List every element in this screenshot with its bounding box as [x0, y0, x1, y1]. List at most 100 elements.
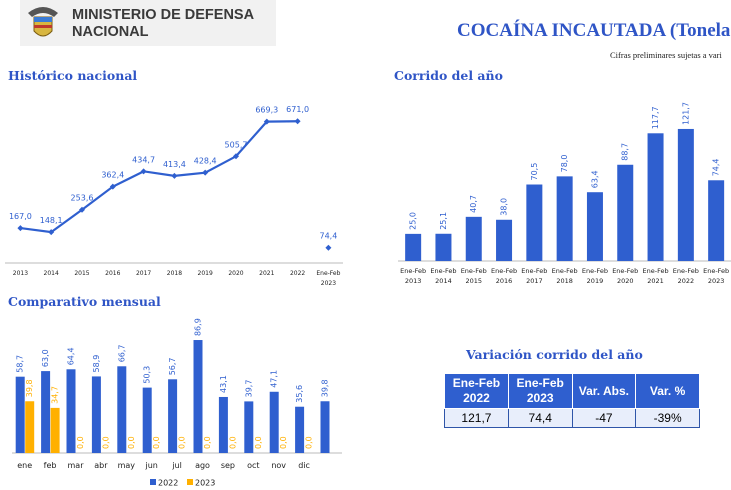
historic-data-point: [202, 169, 209, 176]
value-2023: 74,4: [507, 408, 573, 428]
legend-label-2022: 2022: [158, 479, 178, 488]
monthly-data-label-2022: 43,1: [219, 375, 228, 393]
monthly-bar-2022: [269, 391, 279, 453]
historic-x-tick-label: 2016: [105, 270, 120, 277]
ytd-x-tick-label: Ene-Feb: [643, 267, 669, 275]
monthly-data-label-2022: 39,7: [244, 380, 253, 398]
value-var-abs: -47: [571, 408, 637, 428]
ytd-x-tick-label: 2014: [435, 277, 452, 285]
monthly-data-label-2022: 86,9: [194, 318, 203, 336]
monthly-x-tick-label: may: [118, 461, 136, 470]
ytd-x-tick-label: Ene-Feb: [521, 267, 547, 275]
monthly-bar-2022: [320, 401, 330, 453]
ytd-data-label: 74,4: [712, 158, 721, 176]
monthly-x-tick-label: dic: [298, 461, 310, 470]
historic-x-tick-label: 2017: [136, 270, 151, 277]
ytd-bar: [496, 219, 513, 261]
ministry-header: [20, 0, 276, 46]
historic-data-point: [171, 172, 178, 179]
monthly-bar-2022: [295, 406, 305, 453]
monthly-data-label-2023: 0,0: [228, 436, 237, 449]
monthly-data-label-2022: 35,6: [295, 385, 304, 403]
monthly-data-label-2022: 58,7: [16, 355, 25, 373]
ytd-x-tick-label: 2020: [617, 277, 634, 285]
ytd-x-tick-label: Ene-Feb: [703, 267, 729, 275]
historic-data-point: [109, 183, 116, 190]
historic-data-label: 253,6: [71, 194, 94, 203]
ytd-bar: [435, 233, 452, 261]
monthly-x-tick-label: mar: [68, 461, 85, 470]
monthly-x-tick-label: nov: [271, 461, 286, 470]
header-var-pct: Var. %: [635, 373, 700, 409]
historic-data-label: 74,4: [319, 232, 337, 241]
page-title: COCAÍNA INCAUTADA (Toneladas: [457, 20, 731, 41]
ytd-data-label: 25,0: [409, 212, 418, 230]
ytd-data-label: 117,7: [651, 106, 660, 129]
coat-of-arms-logo: [28, 7, 58, 37]
ytd-x-tick-label: Ene-Feb: [552, 267, 578, 275]
ytd-bar: [708, 180, 725, 261]
monthly-bar-2022: [142, 387, 152, 453]
monthly-data-label-2022: 47,1: [270, 370, 279, 388]
monthly-x-tick-label: sep: [221, 461, 235, 470]
monthly-x-tick-label: oct: [247, 461, 259, 470]
ytd-x-tick-label: 2019: [587, 277, 604, 285]
ytd-data-label: 88,7: [621, 143, 630, 161]
header-2023: Ene-Feb 2023: [507, 373, 573, 409]
historic-x-tick-label: 2015: [74, 270, 89, 277]
ytd-x-tick-label: Ene-Feb: [612, 267, 638, 275]
monthly-x-tick-label: feb: [44, 461, 57, 470]
historic-data-point: [79, 206, 85, 213]
historic-x-tick-label: 2019: [198, 270, 213, 277]
monthly-data-label-2023: 0,0: [101, 436, 110, 449]
monthly-data-label-2023: 0,0: [127, 436, 136, 449]
legend-swatch-2023: [187, 479, 193, 485]
monthly-data-label-2023: 0,0: [279, 436, 288, 449]
variation-title: Variación corrido del año: [466, 347, 643, 362]
ytd-x-tick-label: 2013: [405, 277, 422, 285]
monthly-data-label-2022: 66,7: [117, 344, 126, 362]
ytd-bar: [586, 192, 603, 261]
ytd-x-tick-label: 2016: [496, 277, 513, 285]
monthly-bar-2022: [91, 376, 101, 453]
ytd-x-tick-label: 2018: [556, 277, 573, 285]
ytd-data-label: 78,0: [560, 155, 569, 173]
monthly-bar-2023: [50, 407, 60, 453]
historic-x-tick-label: Ene-Feb: [316, 270, 340, 277]
monthly-data-label-2023: 0,0: [203, 436, 212, 449]
ministry-name: MINISTERIO DE DEFENSA NACIONAL: [72, 7, 254, 40]
ytd-title: Corrido del año: [394, 68, 503, 83]
header-var-abs: Var. Abs.: [571, 373, 637, 409]
historic-data-label: 428,4: [194, 157, 217, 166]
monthly-data-label-2022: 39,8: [321, 379, 330, 397]
preliminary-note: Cifras preliminares sujetas a vari: [610, 50, 722, 60]
monthly-data-label-2022: 50,3: [143, 366, 152, 384]
ytd-x-tick-label: Ene-Feb: [673, 267, 699, 275]
ytd-x-tick-label: Ene-Feb: [400, 267, 426, 275]
historic-x-tick-label: 2013: [13, 270, 28, 277]
ytd-data-label: 63,4: [590, 170, 599, 188]
ytd-bar: [405, 233, 422, 261]
monthly-bar-2022: [15, 376, 25, 453]
ytd-data-label: 121,7: [681, 102, 690, 125]
ytd-data-label: 70,5: [530, 163, 539, 181]
ytd-bar: [677, 128, 694, 261]
monthly-x-tick-label: ago: [195, 461, 210, 470]
historic-data-label: 362,4: [101, 171, 124, 180]
ytd-x-tick-label: Ene-Feb: [491, 267, 517, 275]
historic-data-label: 669,3: [255, 106, 278, 115]
historic-data-point: [294, 118, 301, 125]
value-2022: 121,7: [444, 408, 509, 428]
monthly-data-label-2022: 64,4: [67, 347, 76, 365]
ytd-x-tick-label: 2021: [647, 277, 664, 285]
legend-label-2023: 2023: [195, 479, 215, 488]
historic-x-tick-label: 2021: [259, 270, 274, 277]
historic-x-tick-label: 2014: [44, 270, 59, 277]
historic-data-label: 413,4: [163, 160, 186, 169]
monthly-bar-2023: [25, 401, 35, 453]
historic-data-point: [325, 244, 332, 251]
ytd-x-tick-label: 2022: [678, 277, 695, 285]
header-2022: Ene-Feb 2022: [444, 373, 509, 409]
historic-data-label: 434,7: [132, 155, 155, 164]
